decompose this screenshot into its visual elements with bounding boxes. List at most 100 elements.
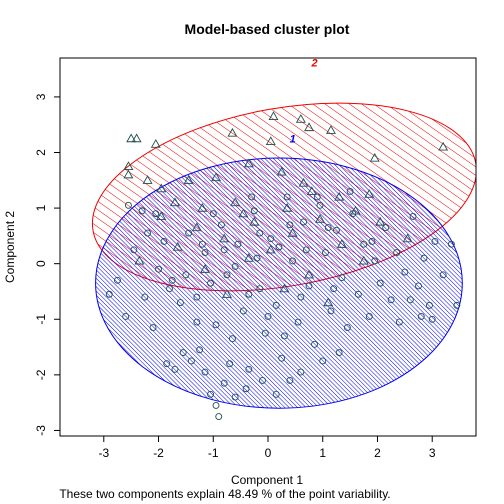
data-point-circle [193,318,201,326]
data-point-circle [417,313,425,320]
data-point-circle [201,249,209,257]
data-point-circle [426,301,433,309]
data-point-triangle [172,241,183,251]
data-point-circle [368,237,376,245]
x-tick-label: 2 [374,446,381,460]
data-point-circle [163,360,171,368]
data-point-circle [343,324,351,332]
data-point-circle [453,301,461,309]
y-tick-label: -1 [34,314,48,325]
data-point-circle [212,321,220,329]
data-point-circle [198,240,206,248]
y-axis-label: Component 2 [3,211,17,283]
data-point-circle [346,187,354,195]
data-point-circle [376,279,384,287]
data-point-circle [428,315,436,323]
data-point-circle [259,376,266,384]
data-point-triangle [369,152,380,162]
data-point-circle [420,254,428,262]
data-point-circle [324,224,332,231]
data-point-circle [393,249,401,257]
data-point-circle [231,393,239,401]
data-point-circle [114,276,121,284]
data-point-circle [297,368,305,376]
data-point-circle [182,271,190,279]
data-point-circle [220,246,228,254]
cluster-1-ellipse [95,157,463,409]
data-point-circle [439,271,447,279]
data-point-circle [149,324,157,332]
data-point-triangle [211,172,221,182]
data-point-circle [209,210,217,218]
data-point-circle [207,279,214,287]
data-point-circle [360,240,368,248]
data-point-triangle [134,255,145,265]
data-point-triangle [268,111,279,120]
data-point-circle [193,293,201,301]
data-point-circle [327,307,335,315]
data-point-circle [387,296,395,304]
data-point-triangle [358,255,369,265]
plot-area [91,102,476,420]
data-point-triangle [304,269,315,279]
x-axis-label: Component 1 [231,473,303,487]
data-point-triangle [276,166,287,176]
data-point-circle [166,285,173,293]
data-point-circle [311,340,318,348]
data-point-circle [256,229,264,237]
y-tick-label: 0 [34,260,48,267]
data-point-circle [234,240,242,248]
data-point-triangle [304,122,315,132]
data-point-triangle [183,175,194,184]
data-point-circle [239,307,247,315]
data-point-circle [179,349,187,357]
data-point-circle [253,254,261,262]
data-point-circle [231,263,239,270]
data-point-triangle [156,183,167,193]
data-point-circle [305,282,313,290]
data-point-triangle [306,186,317,196]
data-point-circle [294,318,302,326]
data-point-circle [280,332,288,340]
data-point-circle [272,390,280,398]
data-point-circle [245,365,253,373]
data-point-triangle [150,139,161,148]
data-point-triangle [334,191,345,201]
x-tick-label: -2 [153,446,164,460]
data-point-triangle [287,227,298,237]
x-tick-label: 3 [429,446,436,460]
data-point-circle [138,207,146,215]
data-point-triangle [191,222,202,232]
data-point-circle [130,246,138,254]
data-point-circle [447,240,455,248]
data-point-triangle [142,175,153,184]
x-tick-label: -3 [98,446,109,460]
data-point-triangle [200,264,211,273]
data-point-circle [313,193,321,201]
data-point-circle [406,296,414,304]
y-tick-label: -2 [34,369,48,380]
data-point-circle [171,365,179,373]
data-point-circle [322,249,329,257]
data-point-circle [431,237,439,245]
data-point-circle [261,329,269,337]
data-point-circle [144,229,152,237]
data-point-triangle [402,233,413,243]
cluster-2-label: 2 [310,57,317,69]
data-point-circle [141,293,149,301]
y-tick-label: 2 [34,149,48,156]
data-point-triangle [219,233,230,243]
data-point-circle [168,276,176,284]
x-axis: -3 -2 -1 0 1 2 3 [98,435,436,460]
chart-subtitle: These two components explain 48.49 % of … [59,487,390,501]
data-point-circle [196,346,204,354]
data-point-circle [371,257,379,265]
data-point-triangle [243,253,254,262]
x-tick-label: -1 [208,446,219,460]
data-point-circle [215,413,223,420]
data-point-triangle [375,216,386,226]
data-point-circle [349,210,357,218]
data-point-circle [278,354,286,362]
data-point-circle [415,282,422,290]
